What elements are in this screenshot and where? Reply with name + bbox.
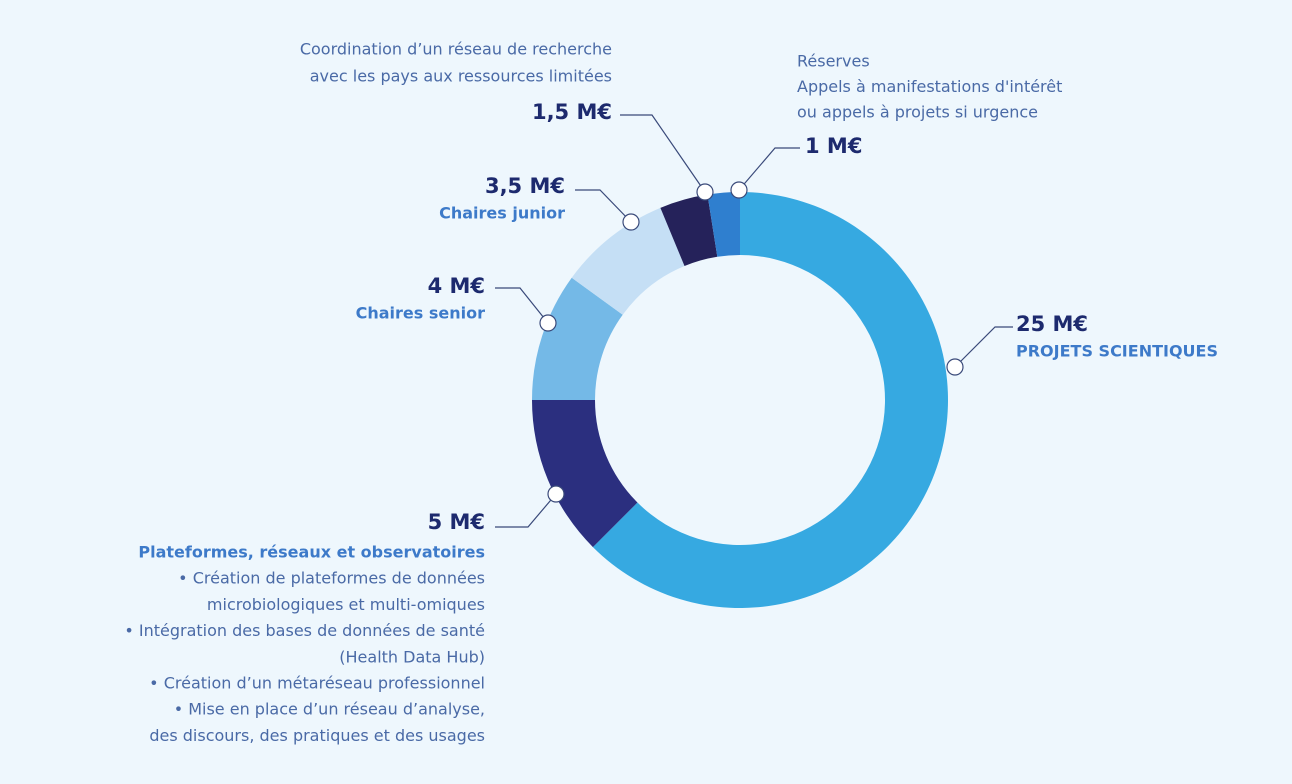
description: PROJETS SCIENTIQUES (1016, 342, 1218, 361)
leader-dot (547, 485, 565, 503)
value-label: 1 M€ (805, 134, 862, 158)
description: Chaires senior (356, 304, 485, 323)
description: microbiologiques et multi-omiques (207, 595, 485, 614)
description: (Health Data Hub) (339, 647, 485, 666)
value-label: 4 M€ (428, 274, 485, 298)
value-label: 1,5 M€ (532, 100, 612, 124)
description: • Création d’un métaréseau professionnel (149, 674, 485, 693)
description: • Mise en place d’un réseau d’analyse, (174, 700, 485, 719)
description: Réserves (797, 52, 870, 71)
leader-dot (539, 314, 557, 332)
value-label: 5 M€ (428, 510, 485, 534)
description: des discours, des pratiques et des usage… (149, 726, 485, 745)
description: Appels à manifestations d'intérêt (797, 77, 1062, 96)
donut-slice (532, 277, 623, 400)
donut-slice (660, 194, 718, 267)
leader-line (620, 114, 706, 193)
donut-slice (532, 400, 638, 548)
donut-slice (571, 207, 685, 315)
leader-dot (946, 358, 964, 376)
description: Chaires junior (439, 204, 565, 223)
description: ou appels à projets si urgence (797, 103, 1038, 122)
description: Coordination d’un réseau de recherche (300, 40, 612, 59)
leader-line (495, 287, 549, 324)
leader-line (575, 189, 632, 223)
leader-line (495, 493, 557, 528)
value-label: 25 M€ (1016, 312, 1088, 336)
description: • Création de plateformes de données (178, 569, 485, 588)
description: • Intégration des bases de données de sa… (124, 621, 485, 640)
leader-dot (696, 183, 714, 201)
leader-line (738, 147, 800, 191)
leader-line (954, 326, 1013, 368)
description: avec les pays aux ressources limitées (310, 67, 612, 86)
leader-dot (730, 181, 748, 199)
leader-dot (622, 213, 640, 231)
donut-slice (707, 192, 740, 257)
value-label: 3,5 M€ (485, 174, 565, 198)
donut-slice (592, 192, 949, 609)
description: Plateformes, réseaux et observatoires (138, 543, 485, 562)
